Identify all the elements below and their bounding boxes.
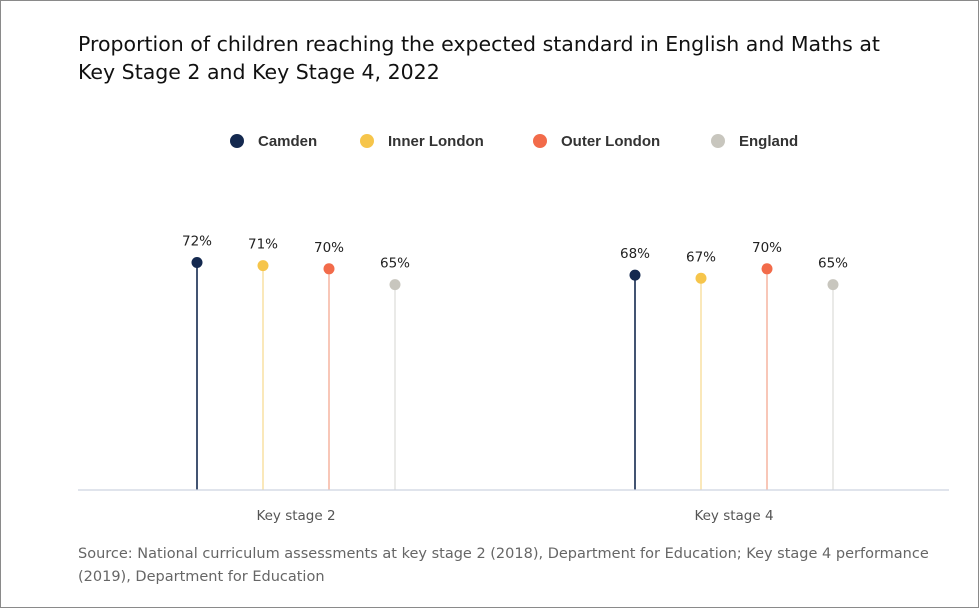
chart-title: Proportion of children reaching the expe… (78, 32, 880, 84)
legend-label-england: England (739, 132, 799, 150)
legend-dot-camden (230, 134, 244, 148)
source-note: Source: National curriculum assessments … (78, 546, 929, 585)
legend: Camden Inner London Outer London England (1, 129, 979, 153)
data-label-england-2: 65% (818, 256, 848, 272)
legend-item-england[interactable]: England (711, 129, 798, 153)
point-camden-2[interactable] (629, 269, 641, 281)
data-label-camden-2: 68% (620, 246, 650, 262)
point-england-1[interactable] (389, 279, 401, 291)
legend-dot-england (711, 134, 725, 148)
point-camden-1[interactable] (191, 256, 203, 268)
legend-dot-outer-london (533, 134, 547, 148)
data-label-inner-london-2: 67% (686, 249, 716, 265)
x-tick-label-1: Key stage 2 (256, 508, 335, 524)
legend-item-inner-london[interactable]: Inner London (360, 129, 484, 153)
point-inner-london-1[interactable] (257, 260, 269, 272)
data-label-inner-london-1: 71% (248, 237, 278, 253)
point-outer-london-1[interactable] (323, 263, 335, 275)
data-label-outer-london-1: 70% (314, 240, 344, 256)
data-label-england-1: 65% (380, 256, 410, 272)
point-inner-london-2[interactable] (695, 272, 707, 284)
x-tick-label-2: Key stage 4 (694, 508, 773, 524)
point-england-2[interactable] (827, 279, 839, 291)
data-label-camden-1: 72% (182, 233, 212, 249)
lollipop-plot: 72% 71% 70% 65% Key stage 2 68% 67% 70% 65% Key s… (78, 233, 949, 524)
point-outer-london-2[interactable] (761, 263, 773, 275)
legend-dot-inner-london (360, 134, 374, 148)
legend-label-camden: Camden (258, 132, 318, 150)
legend-item-outer-london[interactable]: Outer London (533, 129, 660, 153)
data-label-outer-london-2: 70% (752, 240, 782, 256)
legend-label-inner-london: Inner London (388, 132, 484, 150)
legend-item-camden[interactable]: Camden (230, 129, 317, 153)
legend-label-outer-london: Outer London (561, 132, 661, 150)
